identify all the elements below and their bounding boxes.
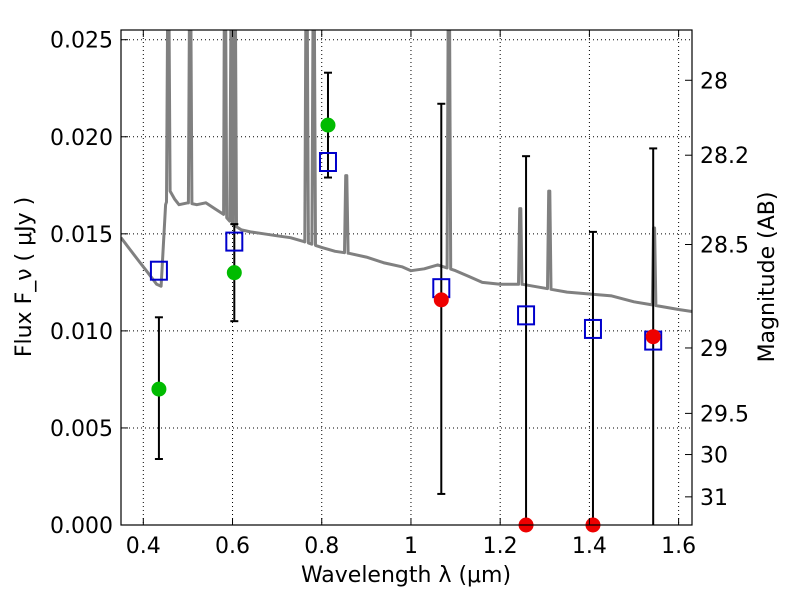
- detection-point: [151, 381, 167, 397]
- y-tick-label: 0.010: [50, 320, 113, 345]
- sed-model-line: [121, 30, 692, 313]
- model-photometry-point: [149, 260, 168, 281]
- model-photometry-point: [225, 231, 244, 252]
- right-y-tick-label: 31: [700, 486, 728, 511]
- nondetection-point: [645, 329, 661, 345]
- grid: [121, 30, 692, 526]
- right-y-tick-label: 30: [700, 444, 728, 469]
- detection-point: [226, 265, 242, 281]
- x-tick-label: 0.4: [126, 534, 161, 559]
- x-tick-label: 1.2: [483, 534, 518, 559]
- right-y-tick-label: 28: [700, 69, 728, 94]
- x-tick-label: 1.4: [572, 534, 607, 559]
- y-tick-label: 0.020: [50, 126, 113, 151]
- model-photometry-point: [583, 318, 602, 339]
- y-tick-label: 0.000: [50, 514, 113, 539]
- detection-point: [320, 117, 336, 133]
- y-tick-label: 0.015: [50, 223, 113, 248]
- plot-frame: [120, 29, 693, 526]
- right-y-tick-label: 29: [700, 337, 728, 362]
- right-y-tick-label: 28.5: [700, 234, 749, 259]
- x-axis-label: Wavelength λ (μm): [301, 563, 511, 588]
- x-tick-label: 0.8: [304, 534, 339, 559]
- plot-area: [121, 30, 692, 525]
- x-tick-label: 1: [404, 534, 418, 559]
- nondetection-point: [433, 292, 449, 308]
- y-tick-label: 0.005: [50, 417, 113, 442]
- x-tick-label: 1.6: [661, 534, 696, 559]
- y-axis-label-right: Magnitude (AB): [755, 192, 780, 363]
- axes: 0.4 0.6 0.8 1 1.2 1.4 1.6 0.000 0.005 0.010 0.015 0…: [50, 29, 749, 559]
- y-axis-label: Flux F_ν ( μJy ): [12, 197, 37, 357]
- model-photometry-point: [318, 152, 337, 172]
- y-tick-label: 0.025: [50, 29, 113, 54]
- right-y-tick-label: 28.2: [700, 144, 749, 169]
- right-y-tick-label: 29.5: [700, 402, 749, 427]
- model-photometry-point: [517, 305, 536, 326]
- x-tick-label: 0.6: [215, 534, 250, 559]
